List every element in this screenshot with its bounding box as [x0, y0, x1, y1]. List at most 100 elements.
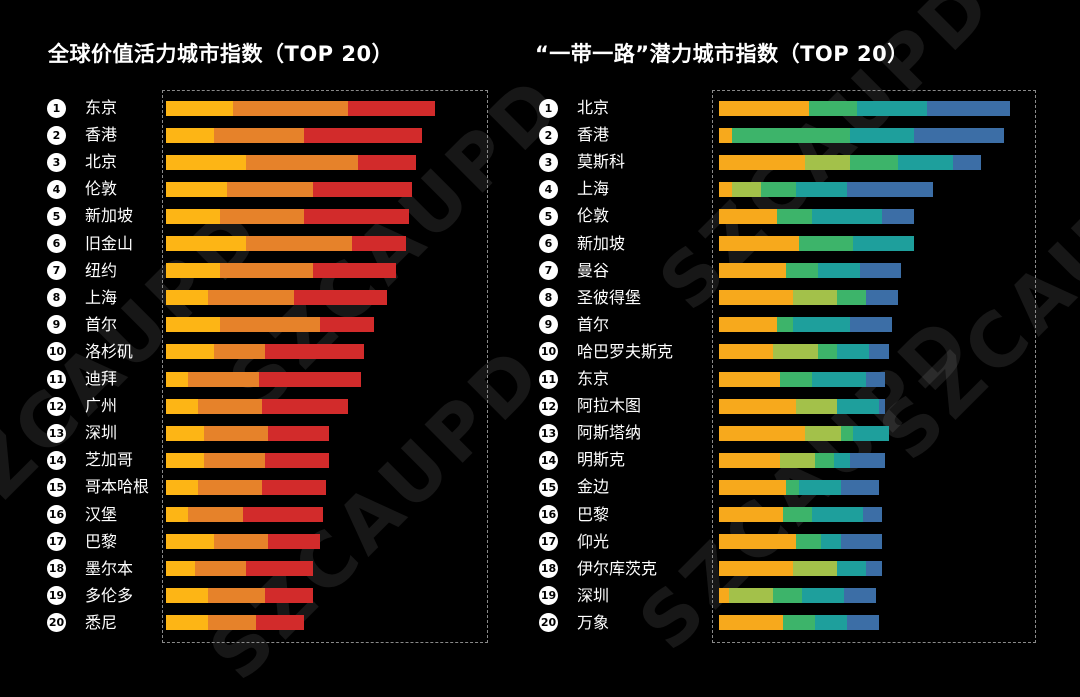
bar-segment — [268, 534, 320, 550]
city-label: 北京 — [85, 152, 118, 172]
bar-segment — [166, 615, 208, 631]
bar-segment — [952, 154, 982, 170]
city-label: 伦敦 — [85, 179, 118, 199]
bar-segment — [204, 425, 269, 441]
bar-segment — [719, 588, 729, 604]
rank-badge: 4 — [47, 179, 66, 199]
bar-segment — [294, 290, 387, 306]
bar-segment — [847, 615, 879, 631]
bar-segment — [850, 127, 915, 143]
rank-badge: 10 — [539, 342, 558, 362]
bar-segment — [188, 507, 243, 522]
rank-badge: 18 — [539, 559, 558, 579]
bar-segment — [258, 371, 362, 387]
rank-badge: 2 — [47, 125, 66, 145]
bar-segment — [166, 208, 221, 224]
city-label: 北京 — [577, 98, 610, 117]
bar-segment — [166, 154, 246, 170]
bar-segment — [719, 236, 799, 251]
rank-badge: 13 — [47, 423, 66, 443]
bar-segment — [818, 344, 838, 360]
bar-segment — [927, 100, 1011, 116]
bar-segment — [719, 290, 793, 306]
bar-segment — [866, 290, 899, 306]
bar-segment — [166, 561, 195, 577]
bar-segment — [795, 181, 847, 197]
rank-badge: 9 — [47, 315, 66, 335]
bar-segment — [837, 344, 870, 360]
bar-segment — [166, 263, 221, 279]
bar-segment — [166, 507, 189, 522]
bar-segment — [898, 154, 953, 170]
rank-badge: 16 — [539, 505, 558, 524]
rank-badge: 12 — [47, 396, 66, 416]
left-plot-area — [162, 90, 488, 643]
bar-segment — [719, 100, 809, 116]
bar-segment — [811, 371, 867, 387]
bar-segment — [719, 534, 796, 550]
city-label: 上海 — [577, 179, 610, 199]
bar-segment — [226, 181, 314, 197]
left-chart-title: 全球价值活力城市指数（TOP 20） — [48, 42, 394, 66]
bar-segment — [166, 398, 198, 414]
bar-segment — [879, 398, 886, 414]
city-label: 香港 — [577, 125, 610, 145]
bar-segment — [837, 561, 867, 577]
bar-segment — [760, 181, 796, 197]
city-label: 广州 — [85, 396, 118, 416]
bar-segment — [313, 181, 413, 197]
bar-segment — [719, 208, 777, 224]
rank-badge: 9 — [539, 315, 558, 335]
bar-segment — [840, 425, 854, 441]
city-label: 巴黎 — [85, 531, 118, 551]
bar-segment — [795, 534, 822, 550]
bar-segment — [719, 452, 780, 468]
city-label: 旧金山 — [85, 233, 134, 253]
bar-segment — [220, 317, 320, 333]
bar-segment — [773, 588, 803, 604]
bar-segment — [719, 127, 732, 143]
bar-segment — [262, 398, 349, 414]
bar-segment — [811, 507, 863, 522]
bar-segment — [166, 479, 198, 495]
city-label: 阿斯塔纳 — [577, 423, 642, 443]
bar-segment — [303, 208, 410, 224]
bar-segment — [166, 344, 214, 360]
rank-badge: 11 — [539, 369, 558, 389]
bar-segment — [719, 425, 806, 441]
bar-segment — [719, 263, 787, 279]
city-label: 深圳 — [577, 585, 610, 605]
city-label: 阿拉木图 — [577, 396, 642, 416]
city-label: 洛杉矶 — [85, 341, 134, 361]
city-label: 新加坡 — [85, 206, 134, 226]
bar-segment — [840, 534, 883, 550]
bar-segment — [719, 615, 783, 631]
bar-segment — [882, 208, 915, 224]
bar-segment — [348, 100, 435, 116]
bar-segment — [847, 181, 934, 197]
city-label: 金边 — [577, 477, 610, 497]
rank-badge: 17 — [47, 532, 66, 552]
right-chart-title: “一带一路”潜力城市指数（TOP 20） — [535, 42, 909, 66]
bar-segment — [214, 344, 266, 360]
bar-segment — [246, 154, 358, 170]
bar-segment — [863, 507, 883, 522]
bar-segment — [776, 317, 793, 333]
bar-segment — [795, 398, 838, 414]
bar-segment — [818, 263, 860, 279]
city-label: 首尔 — [577, 314, 610, 334]
bar-segment — [358, 154, 416, 170]
rank-badge: 2 — [539, 125, 558, 145]
bar-segment — [303, 127, 422, 143]
city-label: 圣彼得堡 — [577, 287, 642, 307]
rank-badge: 1 — [47, 98, 66, 118]
bar-segment — [214, 534, 269, 550]
rank-badge: 16 — [47, 505, 66, 524]
bar-segment — [242, 507, 323, 522]
rank-badge: 1 — [539, 98, 558, 118]
bar-segment — [731, 181, 761, 197]
right-plot-area — [712, 90, 1036, 643]
rank-badge: 19 — [47, 586, 66, 606]
bar-segment — [214, 127, 304, 143]
city-label: 东京 — [85, 98, 118, 117]
